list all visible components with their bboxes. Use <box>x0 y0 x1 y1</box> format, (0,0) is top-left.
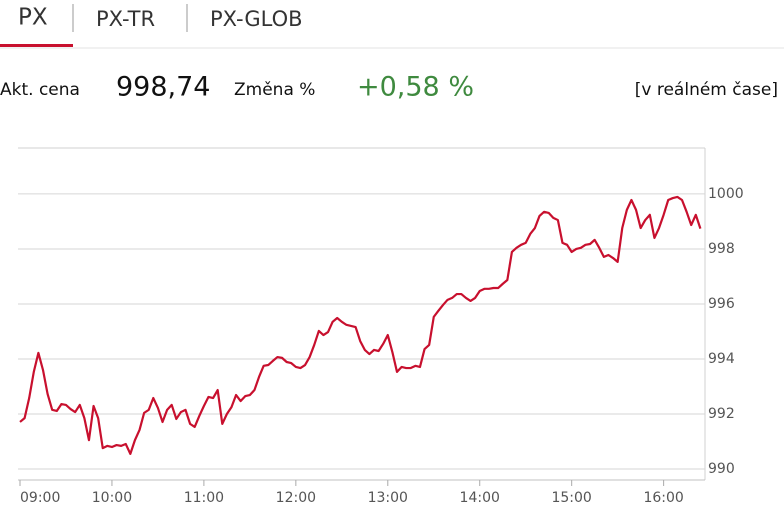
tab[interactable]: PX-GLOB <box>210 7 303 31</box>
x-tick-label: 10:00 <box>92 490 132 506</box>
y-tick-label: 994 <box>708 351 735 367</box>
x-tick-label: 12:00 <box>276 490 316 506</box>
x-tick-label: 09:00 <box>20 490 60 506</box>
price: 998,74 <box>116 72 210 103</box>
y-tick-label: 990 <box>708 461 735 477</box>
change-label: Změna % <box>234 80 315 100</box>
x-tick-label: 15:00 <box>551 490 591 506</box>
status: [v reálném čase] <box>635 80 778 100</box>
x-tick-label: 16:00 <box>643 490 683 506</box>
y-tick-label: 1000 <box>708 186 744 202</box>
x-tick-label: 14:00 <box>460 490 500 506</box>
tab[interactable]: PX-TR <box>96 7 155 31</box>
x-tick-label: 11:00 <box>184 490 224 506</box>
active-tab-indicator <box>0 44 73 47</box>
y-tick-label: 992 <box>708 406 735 422</box>
tab[interactable]: PX <box>18 5 48 31</box>
change: +0,58 % <box>357 72 474 103</box>
x-tick-label: 13:00 <box>368 490 408 506</box>
price-line <box>19 195 702 455</box>
price-label: Akt. cena <box>0 80 80 100</box>
y-tick-label: 996 <box>708 296 735 312</box>
y-tick-label: 998 <box>708 241 735 257</box>
